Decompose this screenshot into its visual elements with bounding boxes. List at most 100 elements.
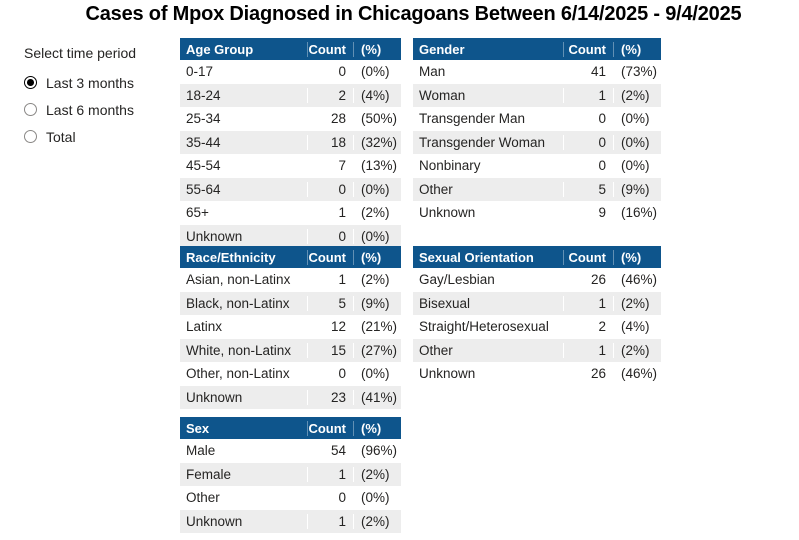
percent-cell: (73%) xyxy=(613,64,661,80)
percent-cell: (4%) xyxy=(353,87,401,103)
count-cell: 0 xyxy=(307,228,353,244)
time-period-slicer: Select time period Last 3 months Last 6 … xyxy=(24,45,136,150)
table-row: Bisexual 1 (2%) xyxy=(413,291,661,315)
count-cell: 0 xyxy=(307,490,353,506)
category-cell: 55-64 xyxy=(186,181,221,197)
time-period-option-last-6-months[interactable]: Last 6 months xyxy=(24,96,136,123)
count-cell: 0 xyxy=(307,366,353,382)
count-cell: 1 xyxy=(563,342,613,358)
count-cell: 1 xyxy=(307,205,353,221)
percent-cell: (4%) xyxy=(613,319,661,335)
radio-button-icon[interactable] xyxy=(24,76,37,89)
percent-cell: (21%) xyxy=(353,319,401,335)
table-header-row: Sexual Orientation Count (%) xyxy=(413,246,661,268)
percent-cell: (2%) xyxy=(353,272,401,288)
column-header: Count xyxy=(563,41,613,57)
column-header: Age Group xyxy=(186,41,254,57)
percent-cell: (32%) xyxy=(353,134,401,150)
time-period-option-total[interactable]: Total xyxy=(24,123,136,150)
count-cell: 0 xyxy=(563,158,613,174)
count-cell: 41 xyxy=(563,64,613,80)
table-row: Other 5 (9%) xyxy=(413,177,661,201)
count-cell: 1 xyxy=(563,295,613,311)
percent-cell: (96%) xyxy=(353,443,401,459)
count-cell: 0 xyxy=(307,181,353,197)
category-cell: Bisexual xyxy=(419,295,471,311)
table-row: Other, non-Latinx 0 (0%) xyxy=(180,362,401,386)
table-row: Unknown 26 (46%) xyxy=(413,362,661,386)
table-row: Male 54 (96%) xyxy=(180,439,401,463)
table-row: Latinx 12 (21%) xyxy=(180,315,401,339)
table-header-row: Sex Count (%) xyxy=(180,417,401,439)
percent-cell: (0%) xyxy=(353,181,401,197)
percent-cell: (9%) xyxy=(613,181,661,197)
percent-cell: (0%) xyxy=(353,64,401,80)
table-row: Unknown 0 (0%) xyxy=(180,224,401,248)
percent-cell: (0%) xyxy=(353,228,401,244)
column-header: Sexual Orientation xyxy=(419,249,534,265)
table-header-row: Age Group Count (%) xyxy=(180,38,401,60)
radio-option-label: Total xyxy=(46,128,76,145)
count-cell: 5 xyxy=(563,181,613,197)
category-cell: 18-24 xyxy=(186,87,221,103)
table-row: Transgender Man 0 (0%) xyxy=(413,107,661,131)
category-cell: Other xyxy=(419,342,453,358)
percent-cell: (0%) xyxy=(613,111,661,127)
time-period-option-last-3-months[interactable]: Last 3 months xyxy=(24,69,136,96)
percent-cell: (0%) xyxy=(353,366,401,382)
percent-cell: (13%) xyxy=(353,158,401,174)
percent-cell: (50%) xyxy=(353,111,401,127)
radio-button-icon[interactable] xyxy=(24,130,37,143)
count-cell: 9 xyxy=(563,205,613,221)
category-cell: Transgender Man xyxy=(419,111,526,127)
count-cell: 26 xyxy=(563,272,613,288)
column-header: (%) xyxy=(353,420,401,436)
column-header: Count xyxy=(563,249,613,265)
category-cell: Other xyxy=(186,490,220,506)
table-row: Black, non-Latinx 5 (9%) xyxy=(180,291,401,315)
category-cell: Black, non-Latinx xyxy=(186,295,290,311)
time-period-label: Select time period xyxy=(24,45,137,61)
column-header: (%) xyxy=(353,249,401,265)
count-cell: 1 xyxy=(307,466,353,482)
table-row: Unknown 9 (16%) xyxy=(413,201,661,225)
percent-cell: (46%) xyxy=(613,366,661,382)
category-cell: 25-34 xyxy=(186,111,221,127)
table-header-row: Gender Count (%) xyxy=(413,38,661,60)
category-cell: Man xyxy=(419,64,446,80)
table-race-ethnicity: Race/Ethnicity Count (%) Asian, non-Latinx 1… xyxy=(180,246,401,409)
count-cell: 1 xyxy=(563,87,613,103)
percent-cell: (2%) xyxy=(353,205,401,221)
column-header: (%) xyxy=(613,249,661,265)
category-cell: Woman xyxy=(419,87,466,103)
percent-cell: (9%) xyxy=(353,295,401,311)
table-row: Female 1 (2%) xyxy=(180,462,401,486)
percent-cell: (0%) xyxy=(353,490,401,506)
radio-button-icon[interactable] xyxy=(24,103,37,116)
table-row: 18-24 2 (4%) xyxy=(180,83,401,107)
count-cell: 1 xyxy=(307,272,353,288)
count-cell: 28 xyxy=(307,111,353,127)
table-age-group: Age Group Count (%) 0-17 0 (0%) 18-24 2 (4%) 25-3… xyxy=(180,38,401,248)
category-cell: Unknown xyxy=(186,228,243,244)
count-cell: 0 xyxy=(563,134,613,150)
category-cell: Gay/Lesbian xyxy=(419,272,495,288)
table-row: Transgender Woman 0 (0%) xyxy=(413,130,661,154)
column-header: Race/Ethnicity xyxy=(186,249,276,265)
table-header-row: Race/Ethnicity Count (%) xyxy=(180,246,401,268)
column-header: Count xyxy=(307,420,353,436)
table-row: 35-44 18 (32%) xyxy=(180,130,401,154)
count-cell: 26 xyxy=(563,366,613,382)
table-row: Straight/Heterosexual 2 (4%) xyxy=(413,315,661,339)
category-cell: Female xyxy=(186,466,232,482)
percent-cell: (2%) xyxy=(613,87,661,103)
percent-cell: (2%) xyxy=(613,342,661,358)
count-cell: 5 xyxy=(307,295,353,311)
category-cell: Other, non-Latinx xyxy=(186,366,290,382)
percent-cell: (16%) xyxy=(613,205,661,221)
table-row: 55-64 0 (0%) xyxy=(180,177,401,201)
table-row: 0-17 0 (0%) xyxy=(180,60,401,84)
count-cell: 0 xyxy=(307,64,353,80)
count-cell: 1 xyxy=(307,513,353,529)
